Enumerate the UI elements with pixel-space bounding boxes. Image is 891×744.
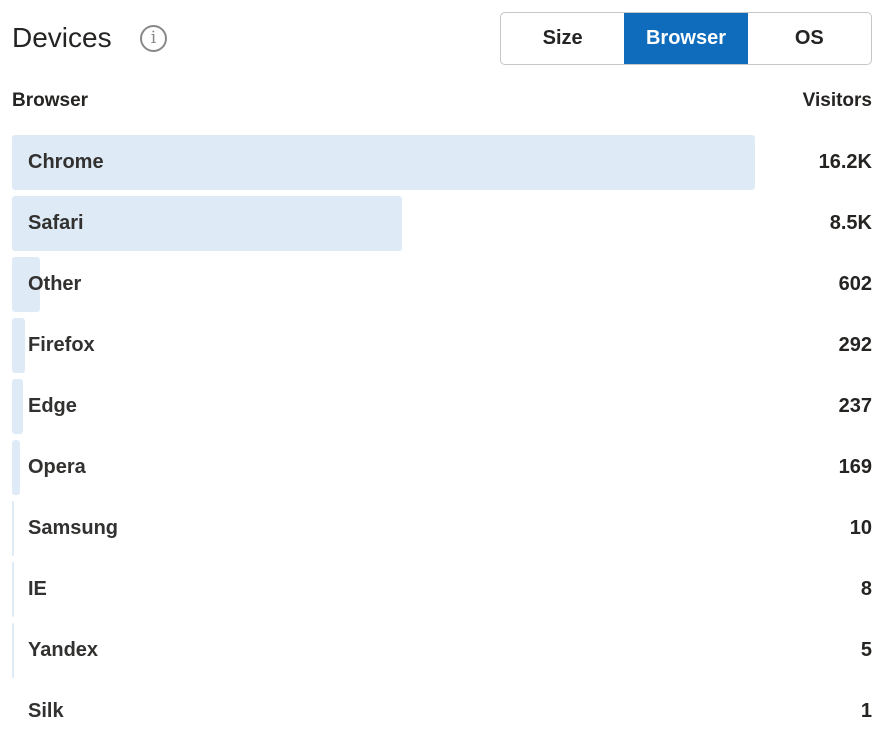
table-row[interactable]: Opera 169 — [12, 440, 872, 495]
browser-name: IE — [28, 578, 47, 600]
visitor-bar — [12, 440, 20, 495]
table-row[interactable]: Edge 237 — [12, 379, 872, 434]
browser-name: Firefox — [28, 334, 95, 356]
browser-name: Edge — [28, 395, 77, 417]
table-row[interactable]: IE 8 — [12, 562, 872, 617]
visitor-count: 292 — [838, 334, 872, 356]
table-row[interactable]: Firefox 292 — [12, 318, 872, 373]
tab-size[interactable]: Size — [542, 27, 583, 49]
view-toggle: Size Browser OS — [500, 12, 872, 65]
visitor-count: 1 — [860, 700, 872, 722]
visitor-bar — [12, 623, 14, 678]
column-header-browser: Browser — [12, 90, 89, 111]
visitor-count: 10 — [849, 517, 872, 539]
visitor-bar — [12, 379, 23, 434]
card-title: Devices — [12, 22, 112, 53]
table-row[interactable]: Yandex 5 — [12, 623, 872, 678]
visitor-count: 8.5K — [829, 212, 872, 234]
visitor-bar — [12, 562, 14, 617]
visitor-count: 602 — [838, 273, 872, 295]
visitor-count: 169 — [838, 456, 872, 478]
visitor-bar — [12, 501, 14, 556]
browser-name: Samsung — [28, 517, 119, 539]
table-row[interactable]: Chrome 16.2K — [12, 135, 872, 190]
column-header-visitors: Visitors — [802, 90, 872, 111]
visitor-count: 5 — [860, 639, 872, 661]
tab-browser[interactable]: Browser — [624, 13, 748, 64]
browser-name: Chrome — [28, 151, 104, 173]
table-row[interactable]: Samsung 10 — [12, 501, 872, 556]
tab-os[interactable]: OS — [794, 27, 824, 49]
visitor-count: 8 — [860, 578, 872, 600]
browser-name: Safari — [28, 212, 84, 234]
visitor-bar — [12, 318, 26, 373]
browser-name: Opera — [28, 456, 86, 478]
browser-name: Other — [28, 273, 82, 295]
info-icon[interactable]: i — [140, 25, 167, 52]
visitor-count: 237 — [838, 395, 872, 417]
browser-name: Silk — [28, 700, 64, 722]
table-row[interactable]: Other 602 — [12, 257, 872, 312]
visitor-bar — [12, 135, 755, 190]
table-row[interactable]: Silk 1 — [12, 684, 872, 739]
visitor-bar — [12, 196, 402, 251]
table-row[interactable]: Safari 8.5K — [12, 196, 872, 251]
browser-name: Yandex — [28, 639, 99, 661]
visitor-count: 16.2K — [818, 151, 872, 173]
visitor-bar — [12, 257, 40, 312]
